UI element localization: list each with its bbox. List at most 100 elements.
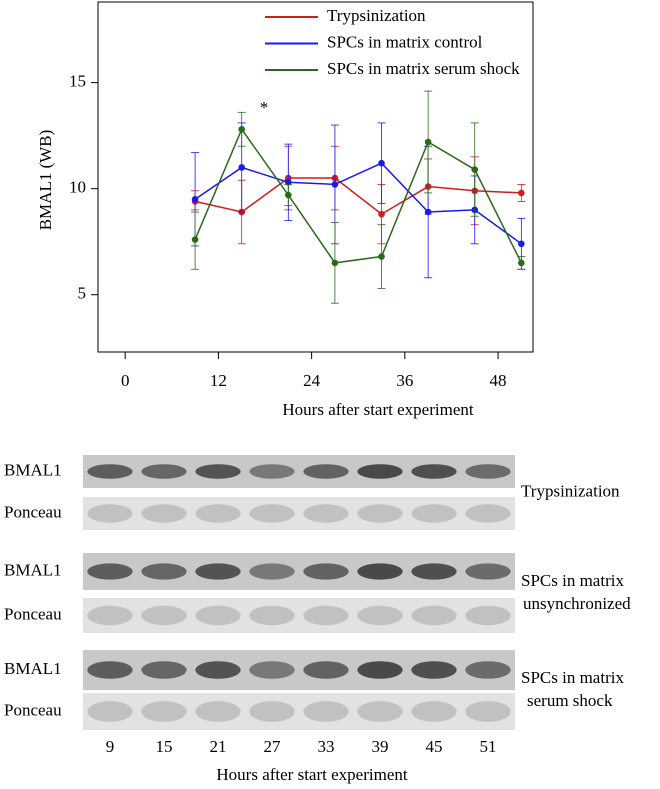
blot-band	[87, 563, 133, 580]
blot-band	[87, 661, 133, 679]
blot-band	[357, 464, 403, 479]
y-tick-label: 15	[69, 72, 86, 91]
blot-band	[249, 661, 295, 679]
blot-band	[411, 701, 457, 722]
point	[424, 208, 432, 216]
blot-band	[357, 563, 403, 580]
blot-band	[465, 504, 511, 523]
lane-label: 21	[210, 737, 227, 756]
blot-band	[357, 701, 403, 722]
point	[518, 240, 525, 248]
blot-band	[249, 504, 295, 523]
point	[238, 125, 246, 133]
lane-label: 39	[372, 737, 389, 756]
point	[471, 166, 479, 173]
blot-group-label: Trypsinization	[521, 481, 620, 500]
blot-group-label: SPCs in matrix serum shock	[521, 668, 624, 710]
y-tick-label: 10	[69, 178, 86, 197]
point	[238, 164, 246, 171]
point	[191, 195, 199, 203]
lane-label: 27	[264, 737, 282, 756]
blot-row-label: Ponceau	[4, 502, 62, 521]
series-line	[194, 162, 522, 245]
plot-frame	[97, 1, 534, 353]
blot-band	[357, 661, 403, 679]
blot-band	[303, 605, 349, 626]
blot-band	[465, 701, 511, 722]
blot-band	[303, 464, 349, 479]
lane-label: 45	[426, 737, 443, 756]
lane-label: 15	[156, 737, 173, 756]
lane-label: 9	[106, 737, 115, 756]
blot-band	[411, 661, 457, 679]
blot-band	[249, 701, 295, 722]
annotation: *	[260, 98, 269, 117]
point	[518, 189, 525, 197]
blot-band	[465, 464, 511, 479]
point	[331, 181, 339, 188]
point	[378, 253, 385, 260]
point	[285, 191, 292, 199]
blot-band	[465, 563, 511, 580]
blot-band	[411, 504, 457, 523]
lane-label: 33	[318, 737, 335, 756]
lane-label: 51	[480, 737, 497, 756]
blot-band	[195, 563, 241, 580]
point	[378, 159, 385, 167]
blot-band	[249, 563, 295, 580]
blot-band	[357, 605, 403, 626]
x-tick-label: 48	[490, 371, 507, 390]
blot-band	[303, 563, 349, 580]
blot-band	[249, 464, 295, 479]
blot-band	[465, 661, 511, 679]
blot-band	[195, 661, 241, 679]
blot-band	[411, 464, 457, 479]
blot-band	[87, 504, 133, 523]
blot-band	[195, 701, 241, 722]
blot-band	[411, 605, 457, 626]
blot-row-label: BMAL1	[4, 659, 62, 678]
blot-band	[195, 504, 241, 523]
y-tick-label: 5	[78, 284, 87, 303]
series-line	[194, 177, 522, 216]
blot-band	[141, 605, 187, 626]
blot-band	[141, 563, 187, 580]
point	[424, 138, 432, 146]
blot-band	[87, 701, 133, 722]
blot-band	[303, 504, 349, 523]
blot-row-label: BMAL1	[4, 560, 62, 579]
blot-band	[465, 605, 511, 626]
blot-band	[141, 661, 187, 679]
point	[378, 210, 385, 218]
blot-x-label: Hours after start experiment	[216, 765, 407, 784]
blot-band	[195, 605, 241, 626]
blot-row-label: BMAL1	[4, 460, 62, 479]
point	[518, 259, 525, 267]
blot-band	[357, 504, 403, 523]
point	[285, 179, 292, 186]
legend-label: SPCs in matrix serum shock	[327, 59, 520, 78]
x-tick-label: 12	[210, 371, 227, 390]
blot-band	[411, 563, 457, 580]
blot-band	[141, 504, 187, 523]
x-axis-label: Hours after start experiment	[282, 400, 473, 419]
blot-band	[141, 464, 187, 479]
blot-band	[87, 605, 133, 626]
blot-group-label: SPCs in matrix unsynchronized	[521, 571, 631, 613]
blot-band	[303, 701, 349, 722]
point	[191, 236, 199, 243]
blot-band	[249, 605, 295, 626]
x-tick-label: 0	[121, 371, 130, 390]
point	[331, 259, 339, 267]
blot-row-label: Ponceau	[4, 700, 62, 719]
x-tick-label: 24	[303, 371, 321, 390]
x-tick-label: 36	[396, 371, 413, 390]
legend-label: SPCs in matrix control	[327, 32, 483, 51]
legend-label: Trypsinization	[327, 6, 426, 25]
blot-band	[87, 464, 133, 479]
blot-band	[303, 661, 349, 679]
series-line	[194, 127, 523, 264]
y-axis-label: BMAL1 (WB)	[36, 130, 55, 231]
blot-band	[141, 701, 187, 722]
